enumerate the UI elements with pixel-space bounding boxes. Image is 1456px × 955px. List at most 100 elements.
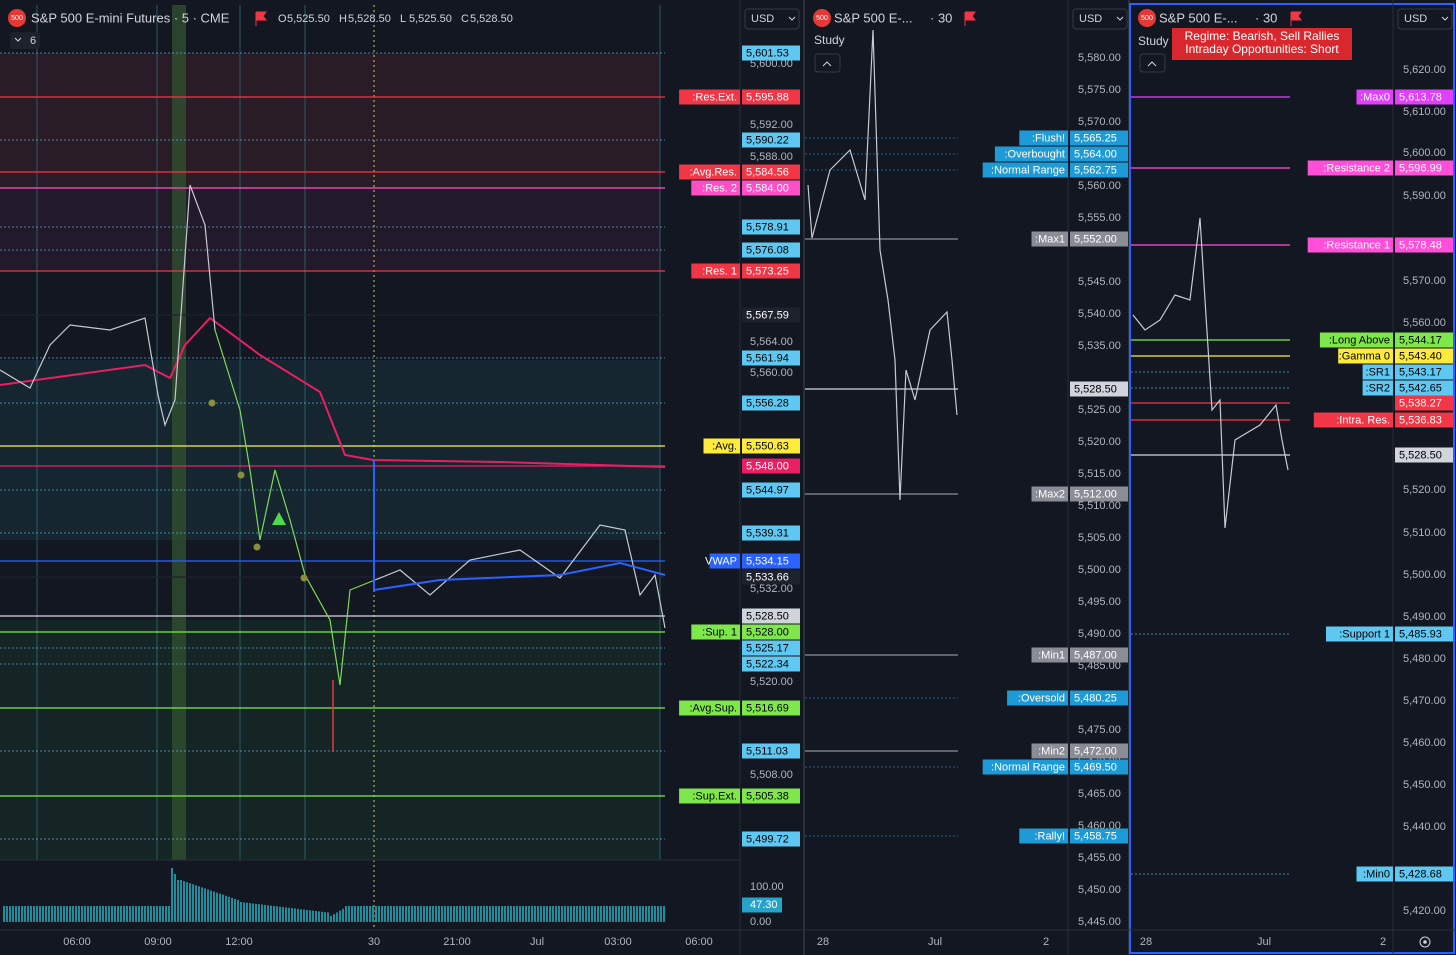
volume-bar xyxy=(645,906,647,922)
volume-bar xyxy=(261,904,263,922)
ohlc-value: 5,528.50 xyxy=(470,13,513,25)
volume-tag xyxy=(742,897,782,913)
currency-button[interactable] xyxy=(1072,8,1128,30)
volume-bar xyxy=(615,906,617,922)
volume-bar xyxy=(63,906,65,922)
label-tag-text: :Flush! xyxy=(1032,132,1065,144)
volume-bar xyxy=(234,898,236,922)
volume-bar xyxy=(459,906,461,922)
price-tag-value: 5,528.50 xyxy=(1399,449,1442,461)
price-tag-value: 5,590.22 xyxy=(746,134,789,146)
price-tag xyxy=(1070,162,1128,178)
price-tag xyxy=(742,788,800,804)
label-tag-text: :Res. 1 xyxy=(702,265,737,277)
volume-bar xyxy=(120,906,122,922)
volume-bar xyxy=(315,911,317,922)
symbol-title[interactable]: S&P 500 E-... xyxy=(834,10,913,25)
label-tag xyxy=(982,162,1068,178)
price-tag xyxy=(1395,412,1453,428)
volume-bar xyxy=(9,906,11,922)
label-tag xyxy=(982,759,1068,775)
indicator-toggle[interactable] xyxy=(10,32,40,49)
currency-button[interactable] xyxy=(1397,8,1453,30)
volume-bar xyxy=(444,906,446,922)
price-tag-value: 5,528.00 xyxy=(746,626,789,638)
separator xyxy=(803,0,805,955)
price-axis-label: 5,450.00 xyxy=(1403,779,1446,791)
volume-bar xyxy=(357,906,359,922)
volume-bar xyxy=(21,906,23,922)
volume-bar xyxy=(513,906,515,922)
volume-bar xyxy=(318,911,320,922)
volume-bar xyxy=(309,910,311,922)
volume-bar xyxy=(3,906,5,922)
price-tag-value: 5,528.50 xyxy=(746,610,789,622)
label-tag-text: :Long Above xyxy=(1329,334,1390,346)
symbol-title[interactable]: S&P 500 E-mini Futures · 5 · CME xyxy=(31,10,230,25)
time-axis-label: 09:00 xyxy=(144,936,172,948)
volume-bar xyxy=(48,906,50,922)
price-tag xyxy=(742,831,800,847)
volume-bar xyxy=(573,906,575,922)
volume-bar xyxy=(246,902,248,922)
volume-bar xyxy=(450,906,452,922)
volume-bar xyxy=(303,909,305,922)
volume-bar xyxy=(603,906,605,922)
price-tag-value: 5,567.59 xyxy=(746,309,789,321)
price-path xyxy=(1132,217,1289,529)
currency-button[interactable] xyxy=(744,8,800,30)
volume-bar xyxy=(330,916,332,922)
volume-bar xyxy=(93,906,95,922)
price-tag xyxy=(742,242,800,258)
price-tag-value: 5,538.27 xyxy=(1399,397,1442,409)
volume-bar xyxy=(348,906,350,922)
volume-bar xyxy=(30,906,32,922)
price-axis-label: 5,560.00 xyxy=(1403,317,1446,329)
volume-bar xyxy=(201,887,203,922)
volume-bar xyxy=(186,882,188,922)
volume-bar xyxy=(378,906,380,922)
price-tag-value: 5,584.00 xyxy=(746,182,789,194)
volume-bar xyxy=(408,906,410,922)
signal-marker xyxy=(272,512,286,525)
price-tag xyxy=(742,700,800,716)
price-axis-label: 5,535.00 xyxy=(1078,340,1121,352)
volume-bar xyxy=(78,906,80,922)
volume-bar xyxy=(525,906,527,922)
price-tag-value: 5,472.00 xyxy=(1074,745,1117,757)
price-axis-label: 5,470.00 xyxy=(1403,695,1446,707)
price-axis-label: 5,620.00 xyxy=(1403,64,1446,76)
volume-bar xyxy=(231,897,233,922)
volume-bar xyxy=(549,906,551,922)
settings-icon[interactable] xyxy=(1419,936,1431,948)
price-tag-value: 5,595.88 xyxy=(746,91,789,103)
label-tag xyxy=(691,624,740,640)
volume-bar xyxy=(633,906,635,922)
price-tag xyxy=(742,263,800,279)
label-tag xyxy=(679,788,740,804)
volume-bar xyxy=(369,906,371,922)
volume-bar xyxy=(294,908,296,922)
volume-bar xyxy=(135,906,137,922)
volume-bar xyxy=(597,906,599,922)
price-tag xyxy=(1070,146,1128,162)
price-axis-label: 5,580.00 xyxy=(1078,52,1121,64)
volume-bar xyxy=(153,906,155,922)
time-axis-label: 21:00 xyxy=(443,936,471,948)
indicator-count: 6 xyxy=(30,35,36,47)
volume-bar xyxy=(108,906,110,922)
volume-bar xyxy=(72,906,74,922)
price-axis-label: 5,592.00 xyxy=(750,119,793,131)
price-tag-value: 5,564.00 xyxy=(1074,148,1117,160)
symbol-title[interactable]: S&P 500 E-... xyxy=(1159,10,1238,25)
price-tag-value: 5,543.17 xyxy=(1399,366,1442,378)
label-tag-text: :Avg. xyxy=(712,440,737,452)
volume-bar xyxy=(546,906,548,922)
price-axis-label: 5,420.00 xyxy=(1403,905,1446,917)
label-tag-text: :Res.Ext. xyxy=(692,91,737,103)
volume-bar xyxy=(594,906,596,922)
price-tag-value: 5,576.08 xyxy=(746,244,789,256)
price-axis-label: 5,495.00 xyxy=(1078,596,1121,608)
study-label: Study xyxy=(1138,34,1169,48)
